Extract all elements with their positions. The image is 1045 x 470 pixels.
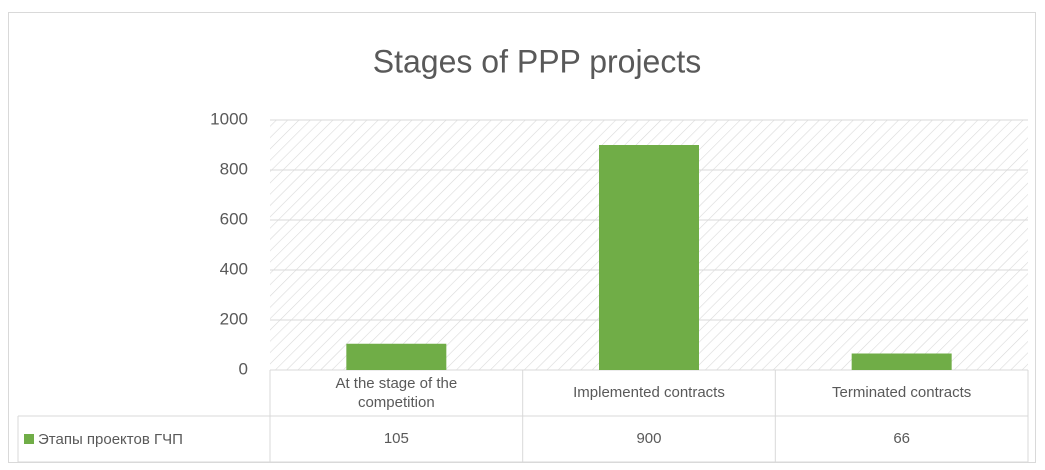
y-tick-label: 0 — [239, 359, 248, 378]
x-tick-label-box: Implemented contracts — [573, 384, 725, 402]
chart-title: Stages of PPP projects — [373, 43, 701, 79]
table-value-box: 66 — [893, 430, 910, 448]
x-tick-label: At the stage of the competition — [335, 374, 458, 412]
table-value: 66 — [893, 430, 910, 448]
table-value: 900 — [636, 430, 662, 448]
y-tick-label: 400 — [220, 259, 248, 278]
x-tick-label-box: At the stage of the competition — [335, 374, 458, 412]
bar — [599, 145, 699, 370]
y-tick-label: 600 — [220, 209, 248, 228]
legend-label: Этапы проектов ГЧП — [38, 431, 183, 448]
table-value: 105 — [383, 430, 409, 448]
bar — [851, 353, 952, 370]
x-tick-label: Terminated contracts — [832, 384, 972, 402]
x-tick-label-box: Terminated contracts — [832, 384, 972, 402]
y-tick-label: 800 — [220, 159, 248, 178]
y-tick-label: 1000 — [210, 109, 248, 128]
y-tick-label: 200 — [220, 309, 248, 328]
legend-key — [24, 434, 34, 444]
table-value-box: 105 — [383, 430, 409, 448]
x-tick-label: Implemented contracts — [573, 384, 725, 402]
table-value-box: 900 — [636, 430, 662, 448]
bar — [346, 343, 447, 370]
